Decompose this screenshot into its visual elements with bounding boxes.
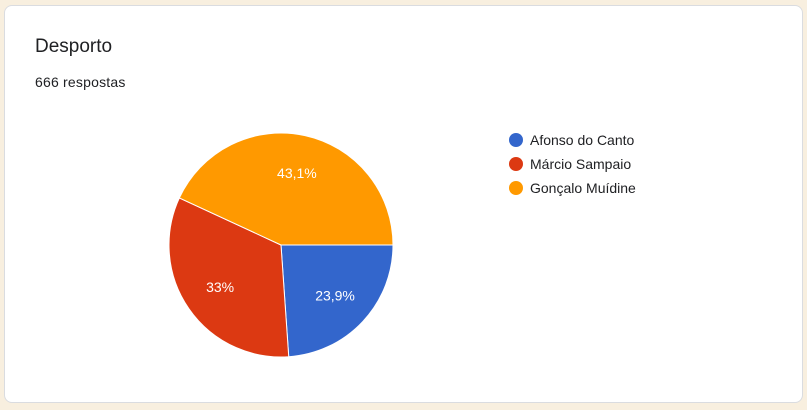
chart-card: Desporto 666 respostas: [4, 5, 803, 403]
slice-data-label: 23,9%: [315, 287, 355, 303]
slice-data-label: 43,1%: [277, 165, 317, 181]
response-count: 666 respostas: [35, 74, 126, 90]
legend-item-afonso[interactable]: Afonso do Canto: [509, 128, 636, 152]
legend-label: Gonçalo Muídine: [530, 180, 636, 196]
legend-item-goncalo[interactable]: Gonçalo Muídine: [509, 176, 636, 200]
pie-slice[interactable]: [280, 244, 394, 358]
legend: Afonso do Canto Márcio Sampaio Gonçalo M…: [509, 128, 636, 200]
pie-slice[interactable]: [168, 197, 290, 358]
legend-label: Afonso do Canto: [530, 132, 635, 148]
legend-item-marcio[interactable]: Márcio Sampaio: [509, 152, 636, 176]
question-title: Desporto: [35, 36, 113, 57]
legend-swatch: [509, 157, 523, 171]
pie-slice[interactable]: [178, 132, 394, 246]
legend-swatch: [509, 181, 523, 195]
legend-label: Márcio Sampaio: [530, 156, 632, 172]
legend-swatch: [509, 133, 523, 147]
slice-data-label: 33%: [206, 279, 234, 295]
